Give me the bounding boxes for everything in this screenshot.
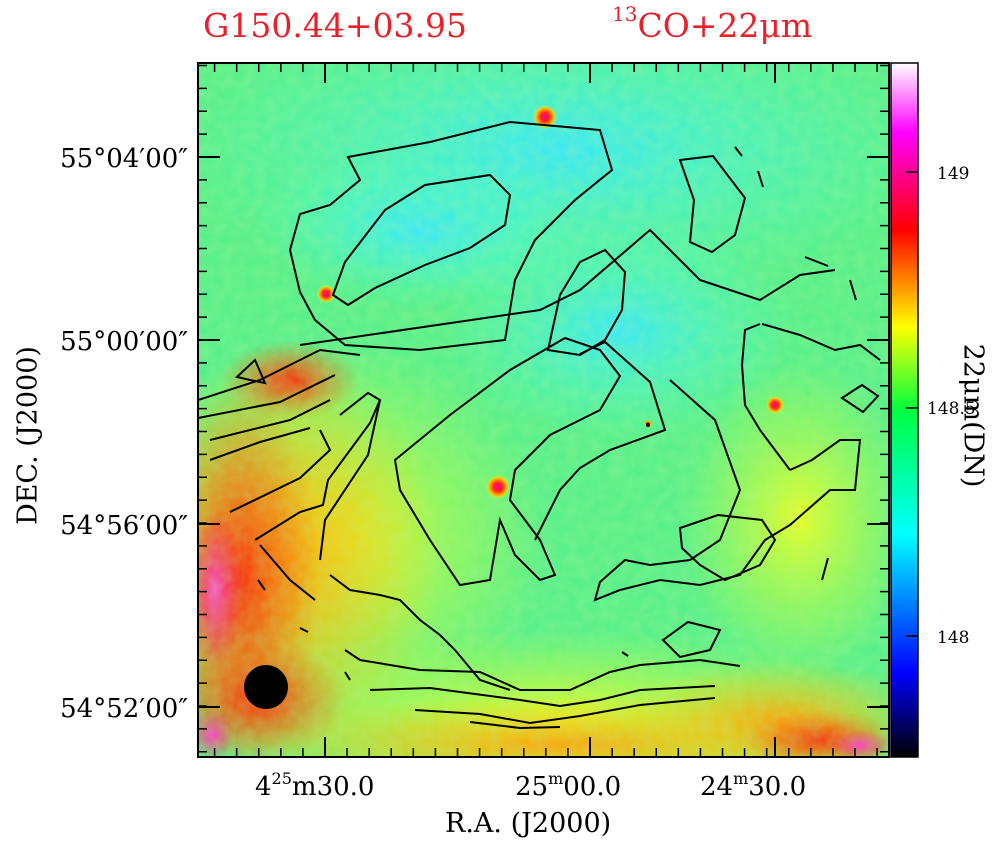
contour-line	[840, 383, 880, 414]
contour-line	[331, 173, 512, 307]
contour-line	[254, 391, 382, 541]
colorbar-tick-label: 148.5	[927, 399, 976, 419]
contour-line	[319, 399, 381, 561]
y-axis-label: DEC. (J2000)	[12, 346, 44, 525]
contour-line	[288, 120, 614, 352]
contour-line	[849, 279, 857, 301]
x-tick-label: 425m30.0	[255, 769, 374, 802]
contour-line	[740, 323, 791, 471]
contour-line	[259, 544, 316, 601]
contour-line	[593, 379, 862, 602]
contour-line	[257, 579, 266, 591]
colorbar-tick-label: 149	[937, 164, 969, 184]
point-source	[317, 285, 335, 303]
contour-line	[734, 146, 743, 157]
contour-line	[209, 399, 331, 441]
colorbar-frame	[890, 62, 919, 758]
contour-line	[369, 685, 716, 708]
contour-line	[761, 323, 881, 361]
contour-line	[757, 170, 764, 188]
co-contours	[198, 120, 881, 730]
contour-line	[621, 651, 629, 657]
point-source	[486, 475, 510, 499]
chart-title-tracers: 13CO+22μm	[612, 2, 813, 45]
colorbar	[891, 63, 918, 757]
colorbar-tick-label: 148	[937, 628, 969, 648]
y-tick-label: 55°00′00″	[60, 327, 188, 357]
tracer-label: CO+22μm	[637, 6, 813, 45]
contour-line	[299, 627, 309, 633]
contour-line	[678, 513, 777, 582]
contour-line	[209, 427, 311, 461]
contour-line	[344, 649, 741, 691]
contour-line	[661, 620, 722, 659]
y-tick-label: 54°52′00″	[60, 694, 188, 724]
intensity-map	[198, 63, 889, 757]
minor-ticks	[198, 63, 889, 757]
colorbar-label: 22μm(DN)	[957, 343, 989, 488]
plot-frame	[197, 62, 890, 758]
x-axis-label: R.A. (J2000)	[445, 808, 612, 839]
contour-line	[198, 374, 336, 419]
x-tick-minutes: 25	[272, 769, 292, 788]
contour-line	[534, 340, 667, 541]
colorbar-ticks	[906, 171, 918, 637]
chart-title-source: G150.44+03.95	[203, 6, 467, 45]
contour-line	[804, 256, 829, 267]
y-tick-label: 55°04′00″	[60, 144, 188, 174]
contour-line	[299, 228, 836, 346]
contour-line	[229, 429, 332, 513]
contour-line	[678, 154, 747, 254]
contour-line	[234, 358, 267, 385]
y-tick-label: 54°56′00″	[60, 511, 188, 541]
contour-line	[821, 557, 829, 581]
contour-dot	[646, 423, 650, 427]
contour-line	[344, 671, 351, 681]
contour-line	[469, 721, 561, 730]
contour-line	[329, 574, 511, 691]
major-ticks	[198, 63, 889, 757]
contour-line	[198, 348, 361, 401]
x-tick-label: 24m30.0	[700, 769, 806, 802]
point-source	[533, 105, 557, 129]
contour-line	[393, 336, 622, 587]
x-tick-label: 25m00.0	[515, 769, 621, 802]
beam-marker	[244, 665, 288, 709]
point-source	[766, 396, 784, 414]
contour-line	[414, 697, 716, 725]
isotope-superscript: 13	[612, 2, 638, 26]
